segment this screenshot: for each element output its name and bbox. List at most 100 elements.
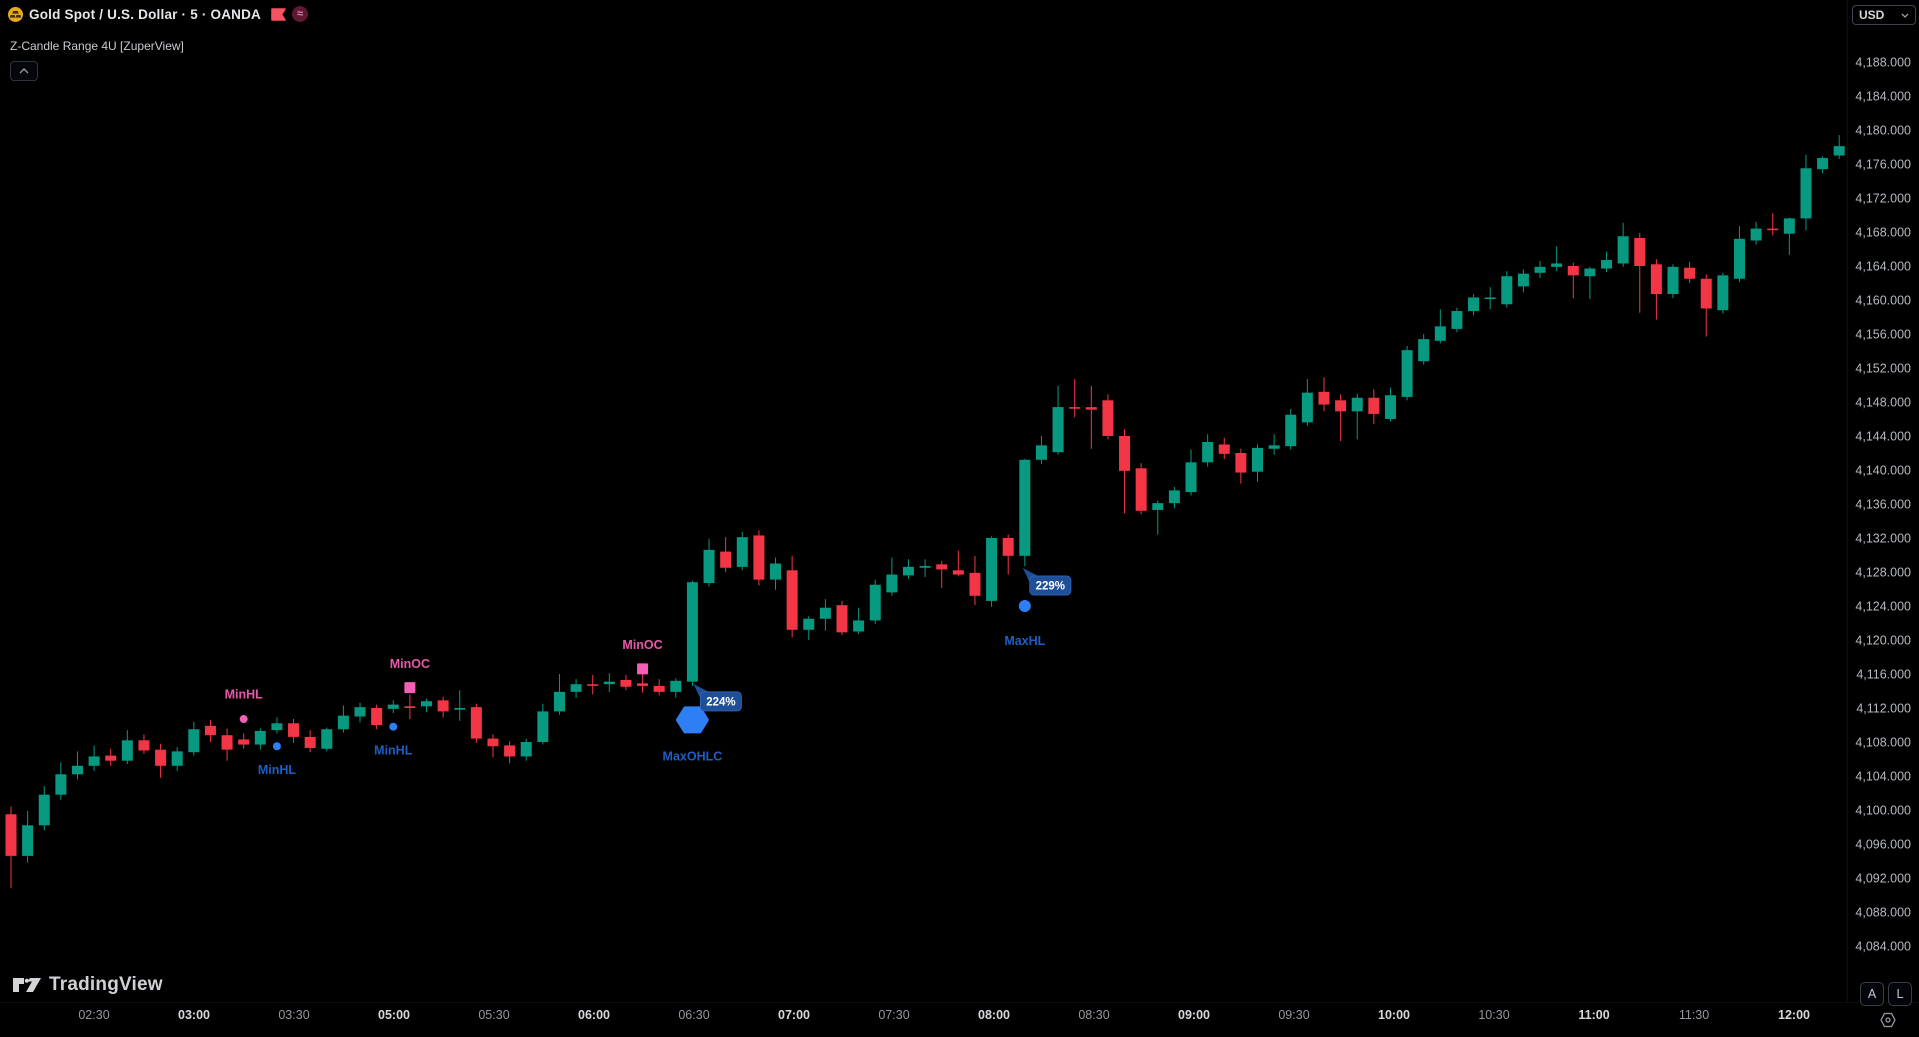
axis-settings-gear-icon[interactable]: [1879, 1011, 1897, 1029]
price-tick-label: 4,148.000: [1855, 396, 1911, 410]
candle-body: [1468, 297, 1480, 312]
time-axis-separator: [0, 1002, 1919, 1003]
candle-body: [1085, 407, 1097, 410]
candle-body: [620, 679, 632, 687]
candle-body: [1501, 276, 1513, 305]
marker-label-minhl: MinHL: [225, 687, 264, 701]
candle-body: [853, 620, 865, 632]
candle-body: [1534, 266, 1546, 273]
candle-body: [1584, 268, 1596, 277]
price-tick-label: 4,188.000: [1855, 56, 1911, 70]
price-tick-label: 4,084.000: [1855, 940, 1911, 954]
candle-body: [1069, 407, 1081, 409]
currency-selector-value: USD: [1859, 8, 1885, 22]
indicator-markers: MinHL MinHL MinHL MinOC MinOC MaxOHLC 224% MaxH…: [225, 568, 1072, 777]
symbol-title[interactable]: Gold Spot / U.S. Dollar · 5 · OANDA: [29, 6, 262, 22]
price-tick-label: 4,096.000: [1855, 838, 1911, 852]
currency-selector[interactable]: USD: [1852, 5, 1916, 25]
marker-label-minhl: MinHL: [374, 744, 413, 758]
tradingview-mark-icon: [13, 978, 41, 992]
legend-collapse-button[interactable]: [10, 61, 38, 81]
price-tick-label: 4,156.000: [1855, 328, 1911, 342]
candle-body: [288, 723, 300, 737]
price-tick-label: 4,136.000: [1855, 498, 1911, 512]
gold-symbol-icon: [8, 6, 23, 22]
candle-body: [1434, 326, 1446, 341]
candle-body: [1335, 400, 1347, 412]
time-tick-label: 06:00: [578, 1008, 610, 1022]
time-tick-label: 09:00: [1178, 1008, 1210, 1022]
candle-body: [1567, 266, 1579, 276]
marker-square-minoc: [404, 682, 416, 694]
candle-body: [321, 729, 333, 749]
candles: [5, 135, 1845, 889]
auto-scale-button[interactable]: A: [1860, 982, 1884, 1006]
candle-body: [869, 584, 881, 621]
candle-body: [1551, 263, 1563, 267]
candle-body: [1767, 228, 1779, 231]
candle-body: [1185, 462, 1197, 493]
candle-body: [421, 701, 432, 707]
tradingview-logo[interactable]: TradingView: [12, 974, 163, 996]
candle-body: [1800, 168, 1812, 219]
candle-body: [354, 707, 366, 717]
candle-body: [88, 756, 100, 766]
marker-label-maxhl: MaxHL: [1004, 634, 1045, 648]
candle-body: [304, 736, 316, 748]
candle-body: [819, 607, 831, 619]
candle-body: [238, 739, 250, 745]
time-tick-label: 06:30: [678, 1008, 709, 1022]
candle-body: [736, 537, 748, 567]
range-percent-badge-text: 224%: [706, 696, 735, 708]
price-tick-label: 4,104.000: [1855, 770, 1911, 784]
candle-body: [670, 680, 682, 692]
log-scale-button[interactable]: L: [1888, 982, 1912, 1006]
time-tick-label: 05:30: [478, 1008, 509, 1022]
price-axis[interactable]: 4,188.000 4,184.000 4,180.000 4,176.000 4,17…: [1855, 56, 1911, 954]
candle-body: [1717, 275, 1729, 311]
price-tick-label: 4,168.000: [1855, 226, 1911, 240]
candle-body: [470, 707, 482, 739]
candle-body: [1002, 538, 1014, 556]
candle-body: [1783, 218, 1795, 234]
candle-body: [1202, 441, 1214, 463]
range-percent-badge: [1029, 575, 1072, 596]
time-tick-label: 02:30: [78, 1008, 109, 1022]
flagged-symbol-icon[interactable]: [271, 7, 286, 21]
candle-body: [1601, 260, 1613, 269]
time-tick-label: 11:30: [1679, 1008, 1709, 1022]
time-tick-label: 03:00: [178, 1008, 210, 1022]
candle-body: [902, 566, 914, 576]
indicator-legend[interactable]: Z-Candle Range 4U [ZuperView]: [10, 39, 184, 53]
marker-dot-maxhl: [1018, 600, 1031, 612]
candle-body: [786, 570, 798, 630]
time-tick-label: 10:00: [1378, 1008, 1410, 1022]
candle-body: [121, 740, 133, 761]
time-tick-label: 07:30: [878, 1008, 909, 1022]
chevron-down-icon: [1901, 13, 1909, 18]
price-tick-label: 4,100.000: [1855, 804, 1911, 818]
time-tick-label: 05:00: [378, 1008, 410, 1022]
marker-label-minhl: MinHL: [258, 763, 297, 777]
candle-body: [1019, 459, 1031, 556]
candle-body: [1252, 447, 1263, 472]
symbol-legend: Gold Spot / U.S. Dollar · 5 · OANDA ≈: [8, 6, 309, 22]
candle-body: [1451, 311, 1463, 329]
candle-body: [703, 549, 715, 584]
candle-body: [1384, 395, 1396, 419]
marker-label-minoc: MinOC: [390, 657, 430, 671]
price-tick-label: 4,140.000: [1855, 464, 1911, 478]
candle-body: [155, 749, 167, 766]
marker-label-maxohlc: MaxOHLC: [663, 749, 723, 763]
candle-body: [271, 723, 283, 731]
candle-body: [886, 574, 898, 593]
price-tick-label: 4,092.000: [1855, 872, 1911, 886]
time-axis[interactable]: 02:30 03:00 03:30 05:00 05:30 06:00 06:30 07:00…: [78, 1008, 1810, 1022]
candle-body: [71, 765, 83, 775]
candle-body: [1733, 238, 1745, 279]
candle-body: [487, 738, 499, 747]
candle-body: [770, 563, 782, 580]
price-tick-label: 4,124.000: [1855, 600, 1911, 614]
